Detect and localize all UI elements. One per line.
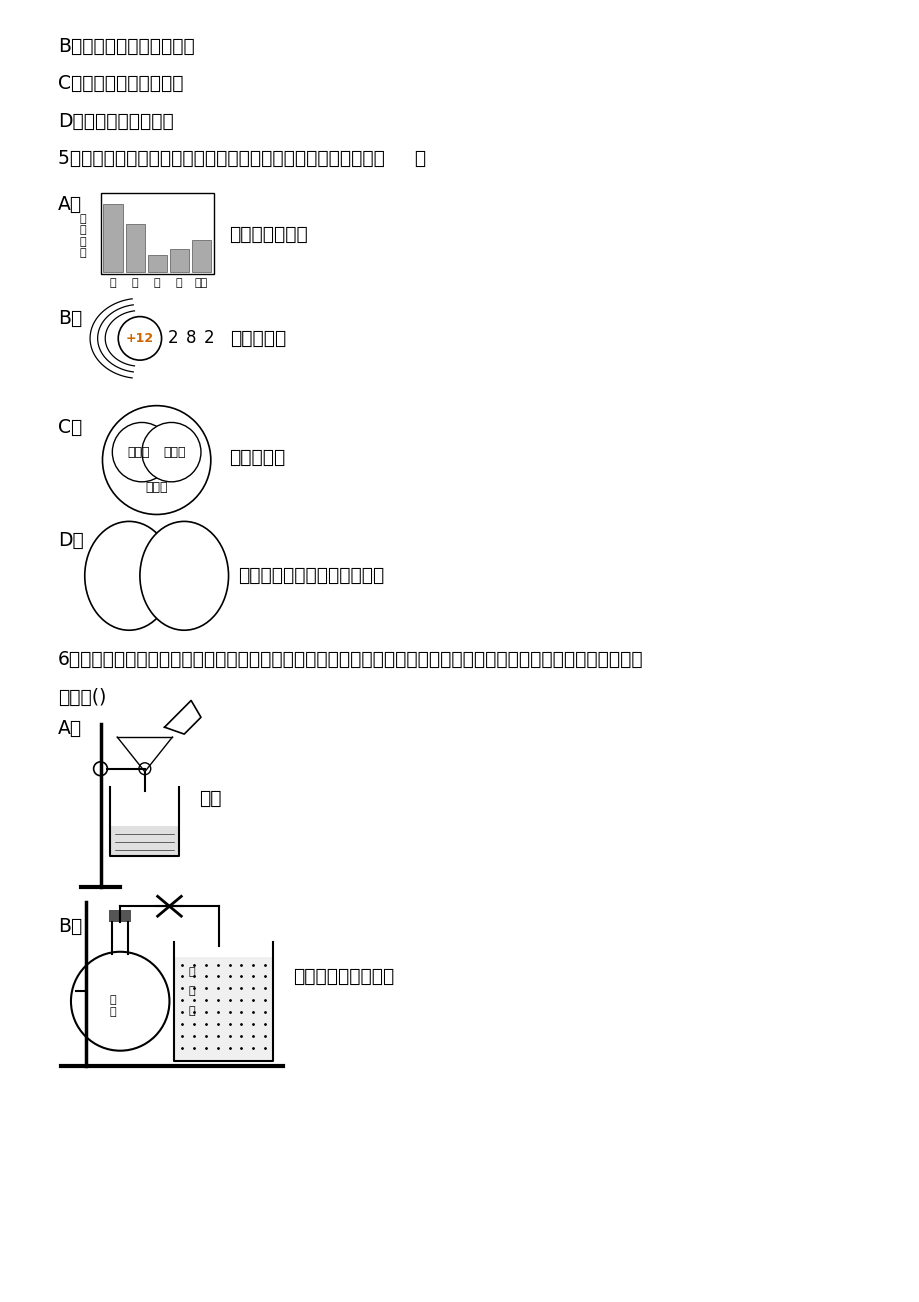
- Text: B．酚酞溶液和小苏打溶液: B．酚酞溶液和小苏打溶液: [58, 36, 195, 56]
- FancyBboxPatch shape: [109, 910, 130, 922]
- Text: 木: 木: [188, 966, 195, 976]
- Ellipse shape: [140, 521, 228, 630]
- Bar: [176, 957, 272, 1061]
- Text: B．: B．: [58, 917, 83, 936]
- Bar: [191, 240, 210, 272]
- Bar: [100, 193, 213, 273]
- Text: 元
素
种
类: 元 素 种 类: [79, 214, 86, 259]
- Bar: [125, 224, 144, 272]
- Text: 物质的分类: 物质的分类: [228, 448, 285, 466]
- Text: 混合物: 混合物: [145, 482, 167, 495]
- Circle shape: [94, 762, 108, 776]
- Text: 化合物: 化合物: [163, 445, 186, 458]
- Text: 2: 2: [203, 329, 214, 348]
- Text: 确的是(): 确的是(): [58, 687, 107, 707]
- Text: 地壳中元素含量: 地壳中元素含量: [228, 225, 307, 243]
- Text: B．: B．: [58, 309, 83, 328]
- Text: C．: C．: [58, 418, 83, 436]
- Circle shape: [142, 422, 200, 482]
- Bar: [169, 249, 188, 272]
- Circle shape: [102, 406, 210, 514]
- Text: 其他: 其他: [195, 279, 208, 288]
- Text: C．石蕊试液和溶液硫酸: C．石蕊试液和溶液硫酸: [58, 74, 184, 94]
- Text: 2: 2: [168, 329, 178, 348]
- Text: D．: D．: [58, 531, 84, 551]
- Text: 木
炭: 木 炭: [108, 995, 116, 1017]
- Circle shape: [112, 422, 171, 482]
- Text: 氧化反应、化合反应关系模型: 氧化反应、化合反应关系模型: [238, 566, 384, 586]
- Text: 铁: 铁: [153, 279, 160, 288]
- Text: A．: A．: [58, 719, 82, 738]
- Text: 纯净物: 纯净物: [128, 445, 150, 458]
- Circle shape: [71, 952, 169, 1051]
- Text: 氧: 氧: [131, 279, 138, 288]
- Text: A．: A．: [58, 195, 82, 214]
- Text: 过滤: 过滤: [199, 789, 221, 809]
- Bar: [103, 204, 122, 272]
- Text: 镁离子结构: 镁离子结构: [231, 329, 287, 348]
- Circle shape: [119, 316, 162, 361]
- Bar: [147, 255, 166, 272]
- Text: 硅: 硅: [109, 279, 116, 288]
- Text: D．酚酞溶液和浓氨水: D．酚酞溶液和浓氨水: [58, 112, 174, 130]
- Text: 铝: 铝: [176, 279, 182, 288]
- Text: 6．化学实验操作的规范性、安全性是实验成败的关键，同时也反映了实验者的化学素养。下列如图所示的实验操作正: 6．化学实验操作的规范性、安全性是实验成败的关键，同时也反映了实验者的化学素养。…: [58, 650, 643, 669]
- Text: 8: 8: [186, 329, 196, 348]
- Text: +12: +12: [126, 332, 153, 345]
- Ellipse shape: [85, 521, 173, 630]
- Text: 测定空气中氧气含量: 测定空气中氧气含量: [292, 967, 393, 986]
- Bar: [111, 825, 178, 855]
- Text: 水: 水: [188, 1006, 195, 1016]
- Text: 炭: 炭: [188, 987, 195, 996]
- Circle shape: [139, 763, 151, 775]
- Text: 5．建立模型是学习化学的重要方法，下列化学模型中正确的是（     ）: 5．建立模型是学习化学的重要方法，下列化学模型中正确的是（ ）: [58, 150, 425, 168]
